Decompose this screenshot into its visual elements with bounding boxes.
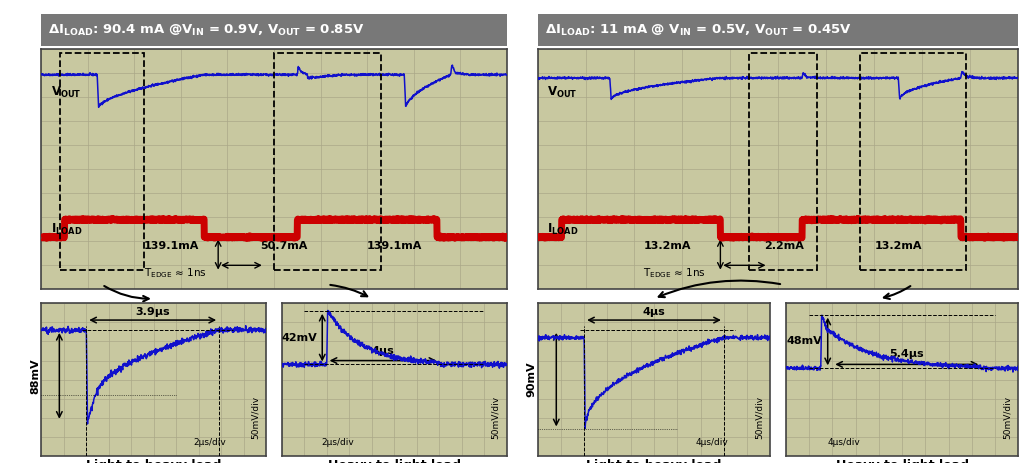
Text: 5.4μs: 5.4μs <box>889 350 924 359</box>
Text: 4μs/div: 4μs/div <box>696 438 729 447</box>
X-axis label: Heavy to light load: Heavy to light load <box>328 459 461 463</box>
X-axis label: Light to heavy load: Light to heavy load <box>586 459 722 463</box>
Text: 139.1mA: 139.1mA <box>367 241 423 251</box>
Text: 88mV: 88mV <box>30 358 40 394</box>
Text: 2μs/div: 2μs/div <box>322 438 355 447</box>
Text: ΔI$_\mathregular{LOAD}$: 90.4 mA @V$_\mathregular{IN}$ = 0.9V, V$_\mathregular{O: ΔI$_\mathregular{LOAD}$: 90.4 mA @V$_\ma… <box>49 23 365 38</box>
Text: 50.7mA: 50.7mA <box>261 241 307 251</box>
Text: 13.2mA: 13.2mA <box>875 241 921 251</box>
Text: 4μs/div: 4μs/div <box>827 438 860 447</box>
Bar <box>860 53 966 270</box>
Text: I$_\mathregular{LOAD}$: I$_\mathregular{LOAD}$ <box>51 222 82 237</box>
Text: ΔI$_\mathregular{LOAD}$: 11 mA @ V$_\mathregular{IN}$ = 0.5V, V$_\mathregular{OU: ΔI$_\mathregular{LOAD}$: 11 mA @ V$_\mat… <box>545 23 852 38</box>
Text: 50mV/div: 50mV/div <box>491 396 499 439</box>
Text: 13.2mA: 13.2mA <box>643 241 691 251</box>
Text: V$_\mathregular{OUT}$: V$_\mathregular{OUT}$ <box>547 84 578 100</box>
Text: 2μs/div: 2μs/div <box>193 438 226 447</box>
Text: T$_\mathregular{EDGE}$ ≈ 1ns: T$_\mathregular{EDGE}$ ≈ 1ns <box>643 266 706 280</box>
X-axis label: Light to heavy load: Light to heavy load <box>86 459 221 463</box>
Text: 48mV: 48mV <box>787 337 822 346</box>
Bar <box>60 53 144 270</box>
Text: 50mV/div: 50mV/div <box>250 396 260 439</box>
Text: 3.9μs: 3.9μs <box>135 307 170 318</box>
Text: 50mV/div: 50mV/div <box>1003 396 1011 439</box>
Text: V$_\mathregular{OUT}$: V$_\mathregular{OUT}$ <box>51 84 82 100</box>
X-axis label: Heavy to light load: Heavy to light load <box>835 459 969 463</box>
Text: 4μs: 4μs <box>642 307 666 318</box>
Text: T$_\mathregular{EDGE}$ ≈ 1ns: T$_\mathregular{EDGE}$ ≈ 1ns <box>144 266 207 280</box>
Bar <box>274 53 381 270</box>
Text: 2.2mA: 2.2mA <box>764 241 803 251</box>
Text: 4μs: 4μs <box>371 346 394 356</box>
Text: 50mV/div: 50mV/div <box>755 396 763 439</box>
Text: 42mV: 42mV <box>282 332 317 343</box>
Text: I$_\mathregular{LOAD}$: I$_\mathregular{LOAD}$ <box>547 222 579 237</box>
Text: 90mV: 90mV <box>526 362 537 397</box>
Text: 139.1mA: 139.1mA <box>144 241 200 251</box>
Bar <box>750 53 817 270</box>
